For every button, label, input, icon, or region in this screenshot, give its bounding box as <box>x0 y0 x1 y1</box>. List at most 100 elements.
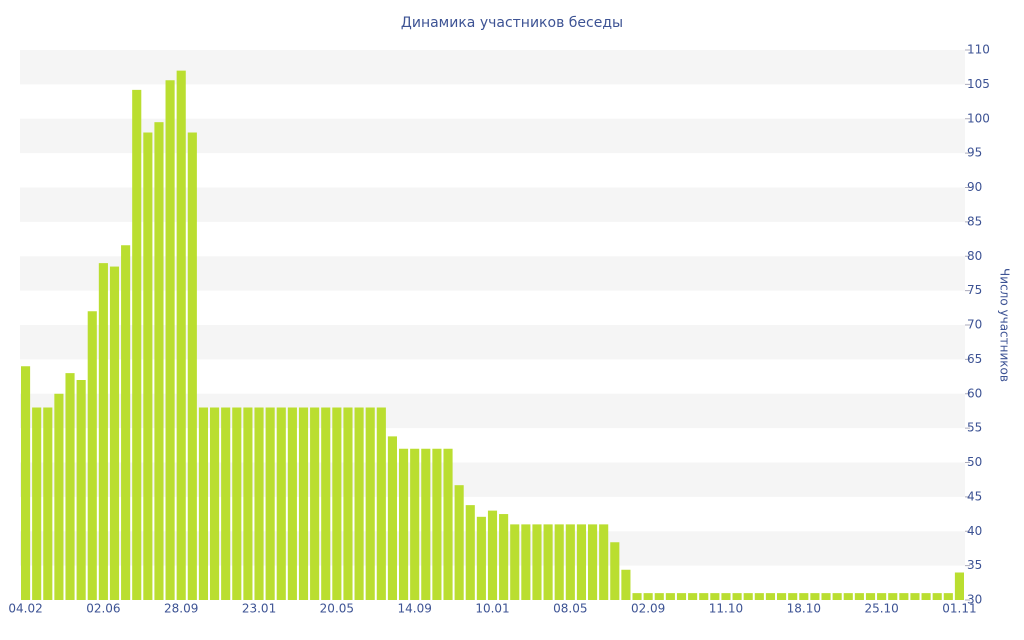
bar <box>810 593 820 600</box>
chart-title: Динамика участников беседы <box>401 15 623 31</box>
bar <box>454 485 464 600</box>
bar <box>954 572 964 600</box>
bar <box>165 80 175 600</box>
y-tick-label: 80 <box>967 249 982 263</box>
bar <box>476 516 486 600</box>
bar <box>198 407 208 600</box>
y-tick-label: 110 <box>967 43 990 57</box>
bar <box>43 407 53 600</box>
bar <box>243 407 253 600</box>
bar <box>210 407 220 600</box>
bar <box>332 407 342 600</box>
bar <box>910 593 920 600</box>
bar <box>87 311 97 600</box>
bar <box>221 407 231 600</box>
bar <box>777 593 787 600</box>
y-tick-label: 95 <box>967 146 982 160</box>
y-axis-label: Число участников <box>998 268 1012 382</box>
bar <box>599 524 609 600</box>
y-tick-label: 100 <box>967 111 990 125</box>
x-tick-label: 23.01 <box>242 602 276 616</box>
bar <box>187 132 197 600</box>
bar <box>310 407 320 600</box>
bar <box>732 593 742 600</box>
bar <box>76 380 86 600</box>
x-tick-label: 14.09 <box>397 602 431 616</box>
x-tick-label: 02.06 <box>86 602 120 616</box>
bar <box>487 510 498 600</box>
bar <box>799 593 809 600</box>
bar <box>298 407 309 600</box>
x-tick-label: 02.09 <box>631 602 665 616</box>
bar <box>98 263 108 600</box>
y-tick-label: 105 <box>967 77 990 91</box>
bar <box>532 524 542 600</box>
bar <box>565 524 575 600</box>
bar <box>376 407 386 600</box>
bar <box>654 593 664 600</box>
y-tick-label: 40 <box>967 524 982 538</box>
bar <box>588 524 598 600</box>
y-tick-label: 50 <box>967 455 982 469</box>
bar <box>765 593 775 600</box>
bar <box>65 373 75 600</box>
x-tick-label: 20.05 <box>320 602 354 616</box>
bar <box>721 593 731 600</box>
bar <box>521 524 531 600</box>
bar <box>109 266 120 600</box>
bar <box>387 436 397 600</box>
bar <box>176 70 186 600</box>
bar <box>688 593 698 600</box>
bar <box>287 407 297 600</box>
y-tick-label: 90 <box>967 180 982 194</box>
bar <box>865 593 876 600</box>
bar <box>465 505 475 600</box>
x-tick-label: 28.09 <box>164 602 198 616</box>
bar <box>21 366 31 600</box>
bar <box>676 593 687 600</box>
bar <box>143 132 153 600</box>
y-tick-label: 55 <box>967 421 982 435</box>
bar <box>576 524 586 600</box>
bar <box>943 593 953 600</box>
bar <box>832 593 842 600</box>
y-tick-label: 30 <box>967 593 982 607</box>
bar <box>432 448 442 600</box>
bar <box>643 593 653 600</box>
bar <box>888 593 898 600</box>
x-tick-label: 18.10 <box>787 602 821 616</box>
x-tick-label: 11.10 <box>709 602 743 616</box>
bar <box>510 524 520 600</box>
bar <box>621 569 631 600</box>
y-tick-label: 70 <box>967 318 982 332</box>
y-tick-label: 60 <box>967 386 982 400</box>
bar <box>32 407 42 600</box>
bar <box>821 593 831 600</box>
bar <box>699 593 709 600</box>
y-tick-label: 75 <box>967 283 982 297</box>
bar <box>610 542 620 600</box>
bar <box>921 593 931 600</box>
bar <box>543 524 553 600</box>
bar <box>499 514 509 600</box>
bar <box>365 407 375 600</box>
bar <box>232 407 242 600</box>
bar <box>321 407 331 600</box>
x-tick-label: 04.02 <box>8 602 42 616</box>
x-tick-label: 01.11 <box>942 602 976 616</box>
bar <box>254 407 264 600</box>
bar <box>754 593 764 600</box>
bar <box>710 593 720 600</box>
bar <box>54 393 64 600</box>
bar <box>354 407 364 600</box>
bar <box>132 89 142 600</box>
x-tick-label: 25.10 <box>864 602 898 616</box>
bar <box>154 122 164 600</box>
bar <box>877 593 887 600</box>
bar <box>665 593 675 600</box>
bar <box>932 593 942 600</box>
bar <box>743 593 753 600</box>
bar <box>632 593 642 600</box>
bar <box>276 407 286 600</box>
